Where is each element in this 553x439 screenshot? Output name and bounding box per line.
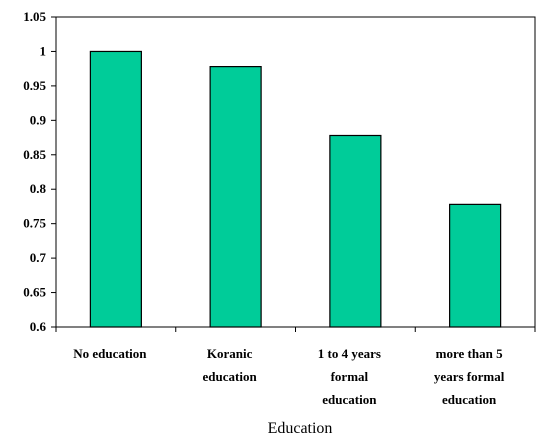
y-tick-label: 0.6 [30, 319, 47, 334]
y-tick-label: 0.7 [30, 250, 47, 265]
y-tick-label: 0.75 [23, 216, 46, 231]
x-tick-label: more than 5 years formal education [434, 346, 505, 407]
y-tick-label: 1 [40, 43, 47, 58]
y-axis: 0.6 0.65 0.7 0.75 0.8 0.85 0.9 0.95 1 1.05 [23, 9, 56, 334]
bar [329, 134, 382, 328]
x-tick-label: 1 to 4 years formal education [318, 346, 381, 407]
y-tick-label: 1.05 [23, 9, 46, 24]
x-tick-label-line: more than 5 [436, 346, 503, 361]
x-tick-label-line: Koranic [207, 346, 253, 361]
y-tick-label: 0.85 [23, 147, 46, 162]
y-tick-label: 0.65 [23, 285, 46, 300]
x-tick-label-line: years formal [434, 369, 505, 384]
y-tick-label: 0.95 [23, 78, 46, 93]
y-tick-label: 0.8 [30, 181, 47, 196]
x-tick-label-line: formal [331, 369, 369, 384]
x-tick-label-line: education [322, 392, 377, 407]
x-axis-title: Education [268, 420, 333, 437]
bar [449, 203, 502, 328]
x-tick-label-line: education [203, 369, 258, 384]
x-tick-label-line: education [442, 392, 497, 407]
y-tick-label: 0.9 [30, 112, 47, 127]
bars [89, 50, 502, 328]
x-tick-label-line: No education [73, 346, 147, 361]
x-tick-label: No education [73, 346, 147, 361]
x-tick-label: Koranic education [203, 346, 258, 384]
bar [209, 65, 262, 328]
bar [89, 50, 142, 328]
x-tick-label-line: 1 to 4 years [318, 346, 381, 361]
